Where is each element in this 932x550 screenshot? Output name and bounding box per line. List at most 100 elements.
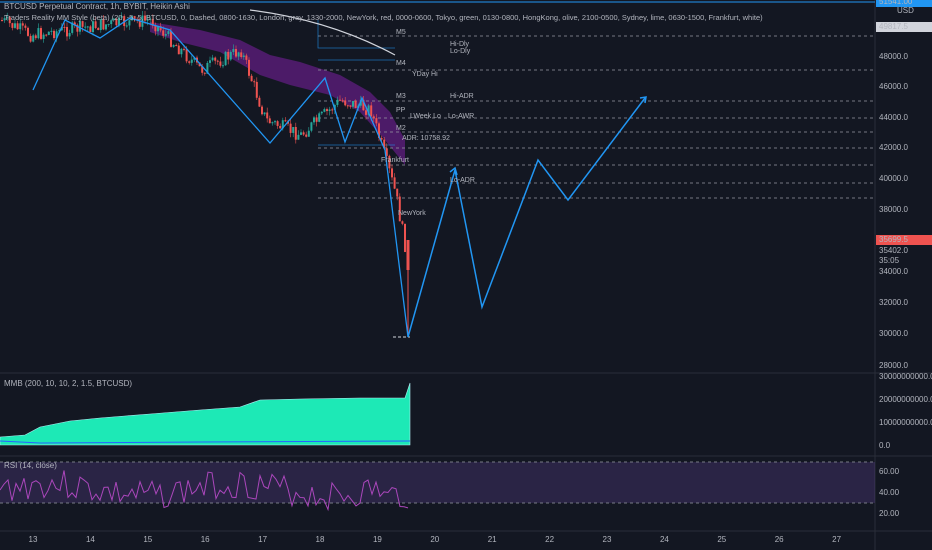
- candle-body: [16, 23, 19, 30]
- candle-body: [21, 23, 24, 26]
- candle-body: [289, 123, 292, 133]
- candle-body: [94, 21, 97, 29]
- candle-body: [118, 17, 120, 26]
- candle-body: [232, 49, 235, 52]
- candle-body: [255, 81, 258, 98]
- candle-body: [315, 117, 318, 122]
- candle-body: [328, 109, 331, 112]
- candle-body: [157, 26, 159, 32]
- candle-body: [34, 35, 37, 39]
- candle-body: [162, 30, 165, 36]
- candle-body: [297, 134, 300, 140]
- candle-body: [86, 26, 89, 28]
- candle-body: [391, 168, 393, 178]
- time-label: 16: [201, 535, 210, 544]
- candle-body: [380, 137, 383, 140]
- candle-body: [313, 117, 315, 123]
- level-label: YDay Hi: [412, 71, 438, 78]
- time-label: 18: [316, 535, 325, 544]
- candle-body: [177, 45, 180, 55]
- candle-body: [19, 23, 22, 30]
- candle-body: [211, 57, 214, 61]
- candle-body: [81, 21, 84, 27]
- price-badge-label: 35:05: [879, 256, 900, 265]
- candle-body: [336, 99, 339, 105]
- level-label: Lo-AWR: [448, 113, 474, 120]
- level-label: ADR: 10758.92: [402, 135, 450, 142]
- time-label: 25: [717, 535, 726, 544]
- candle-body: [201, 66, 204, 73]
- candle-body: [302, 132, 305, 135]
- time-label: 26: [775, 535, 784, 544]
- candle-body: [133, 16, 136, 19]
- candle-body: [284, 120, 287, 122]
- rsi-axis-label: 20.00: [879, 509, 900, 518]
- level-label: LWeek Lo: [410, 113, 441, 120]
- candle-body: [393, 177, 396, 189]
- mmb-axis-label: 10000000000.0: [879, 418, 932, 427]
- candle-body: [183, 48, 185, 50]
- price-badge-label: 35402.0: [879, 246, 908, 255]
- candle-body: [89, 26, 92, 33]
- candle-body: [279, 125, 282, 129]
- candle-body: [300, 132, 302, 135]
- mmb-axis-label: 20000000000.0: [879, 395, 932, 404]
- candle-body: [224, 51, 227, 66]
- candle-body: [203, 72, 206, 74]
- price-badge-label: 51541.00: [879, 0, 913, 6]
- candle-body: [115, 18, 118, 26]
- candle-body: [378, 123, 380, 138]
- rsi-title: RSI (14, close): [4, 461, 57, 470]
- price-label: 32000.0: [879, 298, 908, 307]
- time-label: 13: [29, 535, 38, 544]
- candle-body: [8, 17, 11, 24]
- candle-body: [240, 52, 243, 58]
- candle-body: [216, 60, 219, 62]
- price-badge: [876, 256, 932, 266]
- price-label: 30000.0: [879, 329, 908, 338]
- candle-body: [365, 110, 367, 115]
- candle-body: [50, 30, 53, 32]
- candle-body: [219, 61, 222, 66]
- price-label: 28000.0: [879, 361, 908, 370]
- candle-body: [76, 24, 79, 32]
- candle-body: [14, 23, 16, 28]
- candle-body: [209, 60, 211, 63]
- time-label: 27: [832, 535, 841, 544]
- candle-body: [248, 59, 250, 76]
- candle-body: [11, 23, 14, 28]
- rsi-axis-label: 40.00: [879, 488, 900, 497]
- candle-body: [79, 21, 81, 32]
- candle-body: [271, 122, 274, 124]
- rsi-line: [0, 470, 409, 512]
- candle-body: [263, 112, 266, 115]
- candle-body: [164, 34, 167, 36]
- candle-body: [268, 118, 271, 124]
- candle-body: [261, 106, 263, 115]
- time-label: 19: [373, 535, 382, 544]
- level-label: M5: [396, 29, 406, 36]
- candle-body: [60, 26, 63, 31]
- candle-body: [170, 31, 172, 47]
- candle-body: [40, 28, 42, 39]
- currency: USD: [897, 6, 914, 15]
- level-label: PP: [396, 107, 406, 114]
- level-label: M3: [396, 93, 406, 100]
- candle-body: [151, 18, 154, 26]
- price-badge-label: 49817.5: [879, 22, 908, 31]
- time-label: 15: [143, 535, 152, 544]
- candle-body: [42, 34, 45, 39]
- level-label: Lo-Dly: [450, 48, 471, 55]
- candle-body: [370, 105, 373, 117]
- price-label: 34000.0: [879, 267, 908, 276]
- candle-body: [71, 22, 74, 33]
- candle-body: [154, 25, 157, 32]
- candle-body: [32, 35, 35, 42]
- candle-body: [375, 118, 378, 124]
- candle-body: [138, 20, 141, 27]
- price-label: 44000.0: [879, 113, 908, 122]
- candle-body: [281, 120, 284, 129]
- candle-body: [112, 18, 115, 21]
- candle-body: [396, 188, 399, 197]
